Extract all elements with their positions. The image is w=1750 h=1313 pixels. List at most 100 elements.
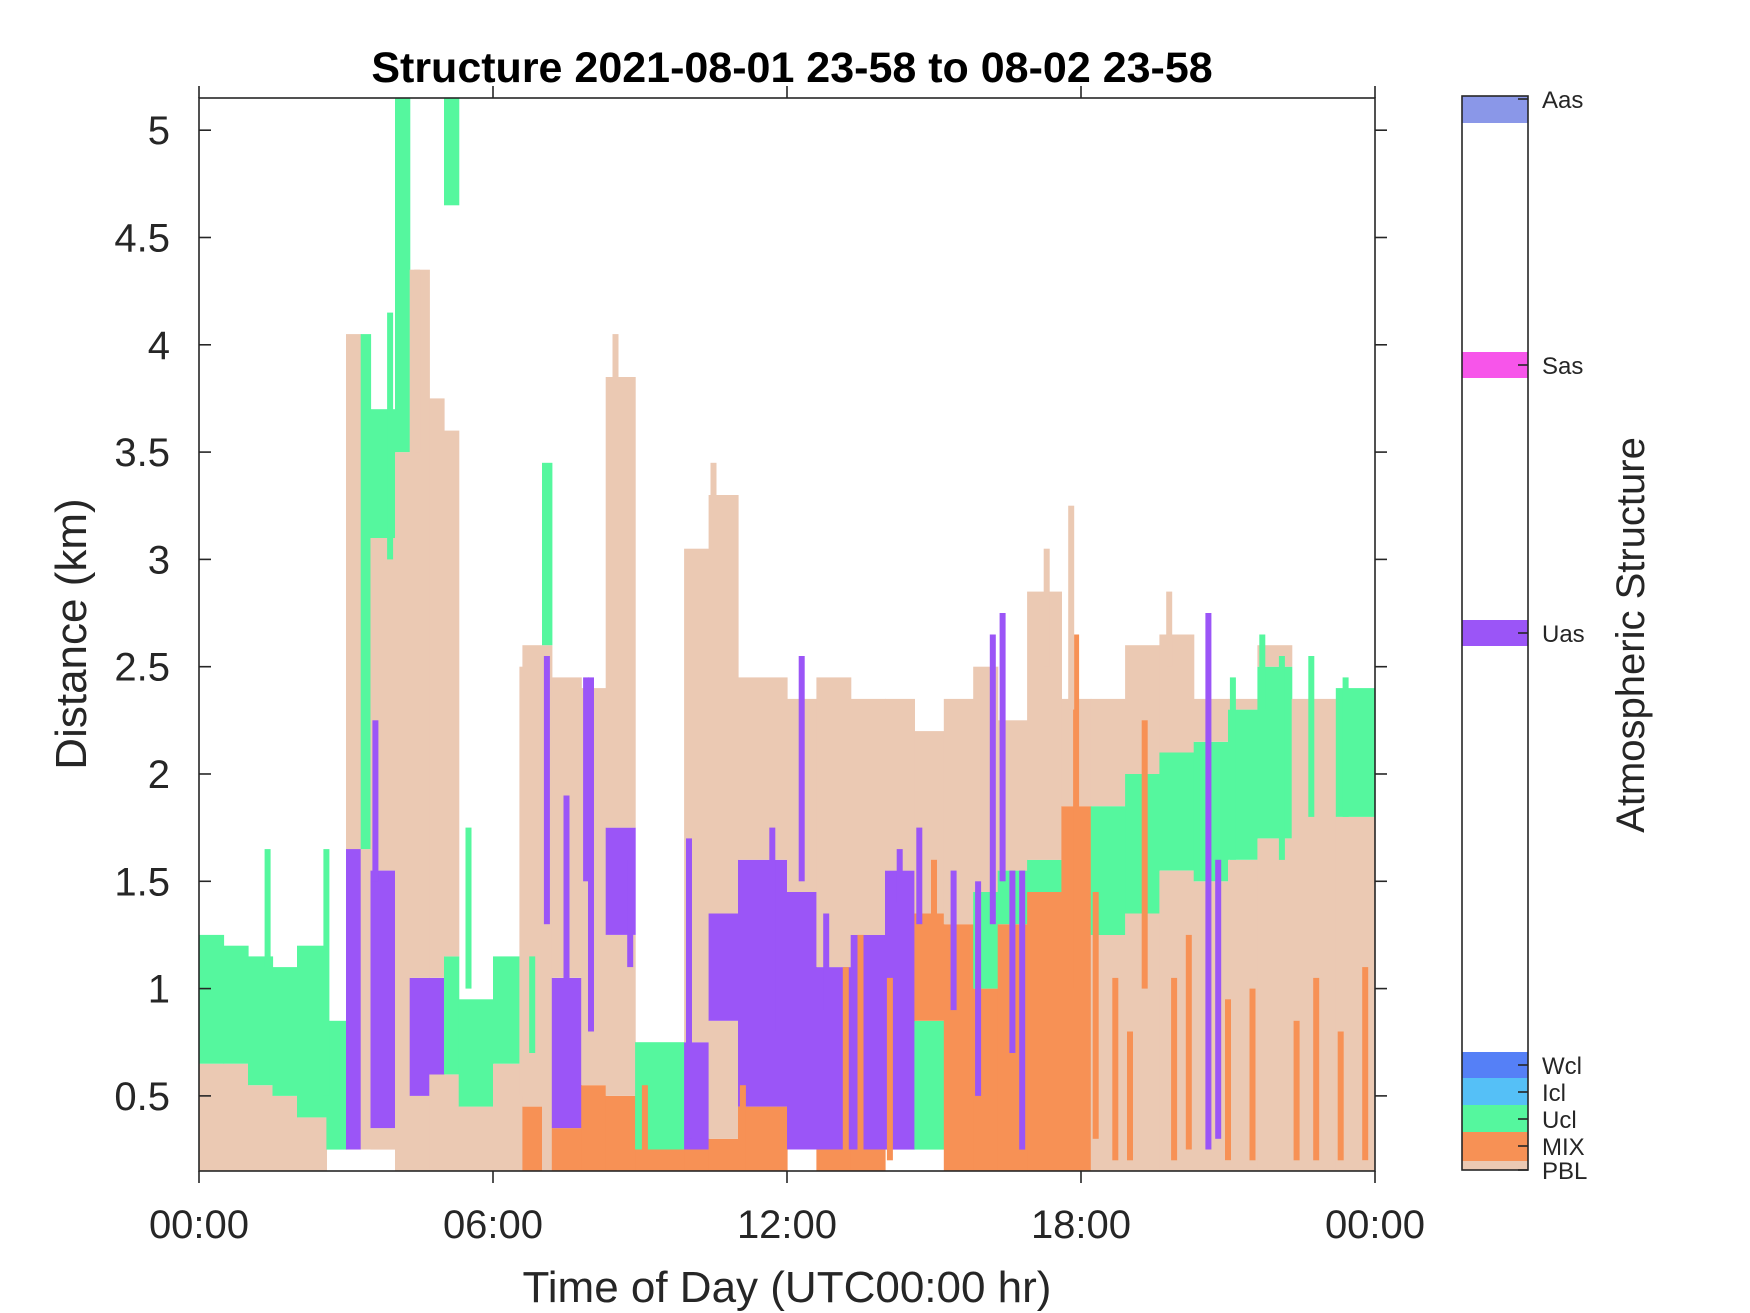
y-axis-label: Distance (km) bbox=[47, 498, 96, 769]
layer-pbl-11-2 bbox=[429, 398, 445, 978]
layer-ucl-7-1 bbox=[360, 334, 372, 850]
layer-uas-24-0 bbox=[787, 892, 817, 1150]
layer-pbl-39-0 bbox=[1257, 838, 1293, 1171]
x-tick-label-4: 00:00 bbox=[1325, 1203, 1425, 1247]
spike-uas-19 bbox=[896, 849, 903, 903]
spike-mix-45 bbox=[1225, 999, 1231, 1161]
spike-mix-50 bbox=[1362, 967, 1369, 1161]
layer-ucl-0-1 bbox=[199, 934, 225, 1064]
spike-mix-28 bbox=[1073, 634, 1080, 989]
spike-ucl-39 bbox=[1342, 677, 1349, 817]
x-tick-label-2: 12:00 bbox=[737, 1203, 837, 1247]
spike-ucl-6 bbox=[529, 956, 536, 1053]
layer-ucl-16-1 bbox=[542, 462, 553, 646]
spike-pbl-12 bbox=[612, 334, 619, 377]
spike-ucl-1 bbox=[323, 849, 330, 1096]
spike-mix-43 bbox=[1171, 977, 1178, 1161]
layer-pbl-11-0 bbox=[429, 1074, 445, 1171]
structure-layers bbox=[199, 98, 1375, 1171]
spike-ucl-0 bbox=[264, 849, 271, 968]
layer-mix-23-0 bbox=[738, 1106, 788, 1171]
spike-ucl-38 bbox=[1308, 656, 1315, 817]
spike-pbl-4 bbox=[414, 269, 421, 453]
layer-ucl-12-1 bbox=[444, 956, 460, 1075]
layer-pbl-29-1 bbox=[943, 698, 974, 925]
layer-pbl-22-1 bbox=[708, 1020, 739, 1139]
x-axis: 00:00 06:00 12:00 18:00 00:00 bbox=[149, 86, 1425, 1247]
layer-ucl-2-1 bbox=[248, 956, 274, 1086]
colorbar-label-icl: Icl bbox=[1542, 1080, 1566, 1107]
layer-pbl-8-0 bbox=[370, 1128, 396, 1150]
layer-uas-26-1 bbox=[850, 934, 886, 1150]
y-tick-label-7: 4 bbox=[148, 324, 170, 368]
spike-mix-40 bbox=[1092, 892, 1099, 1139]
colorbar-band-sas bbox=[1462, 352, 1528, 378]
layer-ucl-28-0 bbox=[914, 1020, 945, 1150]
spike-uas-20 bbox=[916, 827, 923, 925]
layer-pbl-0-0 bbox=[199, 1063, 225, 1171]
layer-mix-21-0 bbox=[684, 1149, 710, 1171]
x-tick-label-1: 06:00 bbox=[443, 1203, 543, 1247]
spike-mix-54 bbox=[641, 1085, 648, 1150]
spike-mix-52 bbox=[857, 934, 864, 1161]
layer-mix-28-1 bbox=[914, 913, 945, 1021]
layer-mix-22-0 bbox=[708, 1138, 739, 1171]
y-tick-label-9: 5 bbox=[148, 109, 170, 153]
y-tick-label-6: 3.5 bbox=[114, 431, 170, 475]
layer-mix-19-0 bbox=[605, 1095, 636, 1171]
colorbar-band-pbl bbox=[1462, 1161, 1528, 1170]
spike-uas-9 bbox=[563, 795, 570, 1032]
spike-uas-33 bbox=[1205, 613, 1212, 1150]
spike-mix-55 bbox=[739, 1085, 746, 1171]
y-tick-label-8: 4.5 bbox=[114, 216, 170, 260]
spike-mix-41 bbox=[1112, 977, 1119, 1161]
spike-uas-18 bbox=[823, 913, 830, 1011]
spike-uas-2 bbox=[372, 720, 379, 882]
layer-pbl-7-0 bbox=[360, 849, 372, 1150]
colorbar-band-uas bbox=[1462, 620, 1528, 646]
layer-pbl-12-0 bbox=[444, 1074, 460, 1171]
spike-mix-44 bbox=[1185, 934, 1192, 1150]
spike-uas-22 bbox=[950, 870, 957, 1011]
layer-uas-6-1 bbox=[346, 849, 362, 1150]
y-tick-label-5: 3 bbox=[148, 538, 170, 582]
spike-uas-11 bbox=[588, 677, 594, 1032]
spike-uas-8 bbox=[543, 656, 550, 925]
spike-mix-47 bbox=[1293, 1020, 1300, 1161]
spike-mix-53 bbox=[886, 977, 893, 1161]
colorbar-band-ucl bbox=[1462, 1105, 1528, 1132]
layer-pbl-13-0 bbox=[458, 1106, 494, 1171]
layer-uas-22-2 bbox=[708, 913, 739, 1021]
spike-mix-21 bbox=[931, 859, 937, 989]
layer-ucl-12-3 bbox=[444, 98, 460, 206]
spike-uas-26 bbox=[1009, 870, 1016, 1053]
layer-pbl-15-1 bbox=[522, 645, 543, 1107]
colorbar-label-aas: Aas bbox=[1542, 87, 1583, 114]
layer-uas-8-1 bbox=[370, 870, 396, 1129]
spike-mix-42 bbox=[1127, 1031, 1133, 1161]
layer-pbl-38-2 bbox=[1228, 698, 1258, 710]
layer-ucl-13-1 bbox=[458, 999, 494, 1107]
colorbar-band-wcl bbox=[1462, 1052, 1528, 1078]
layer-ucl-3-1 bbox=[272, 967, 298, 1096]
colorbar-label-wcl: Wcl bbox=[1542, 1053, 1582, 1080]
spike-ucl-37 bbox=[1278, 656, 1285, 860]
layer-uas-11-1 bbox=[429, 977, 445, 1075]
spike-uas-23 bbox=[975, 881, 982, 1096]
layer-mix-32-0 bbox=[1027, 892, 1062, 1171]
layer-pbl-9-0 bbox=[395, 452, 411, 1171]
spike-mix-48 bbox=[1313, 977, 1320, 1161]
layer-pbl-14-0 bbox=[493, 1063, 523, 1171]
layer-ucl-41-1 bbox=[1335, 688, 1375, 817]
layer-ucl-5-0 bbox=[326, 1020, 347, 1150]
spike-mix-46 bbox=[1249, 988, 1256, 1161]
layer-uas-10-1 bbox=[409, 977, 430, 1096]
spike-mix-31 bbox=[1141, 720, 1148, 989]
layer-mix-25-0 bbox=[816, 1149, 852, 1171]
spike-uas-13 bbox=[627, 859, 634, 968]
layer-ucl-1-1 bbox=[223, 945, 249, 1064]
colorbar-band-icl bbox=[1462, 1078, 1528, 1105]
colorbar-band-mix bbox=[1462, 1132, 1528, 1161]
